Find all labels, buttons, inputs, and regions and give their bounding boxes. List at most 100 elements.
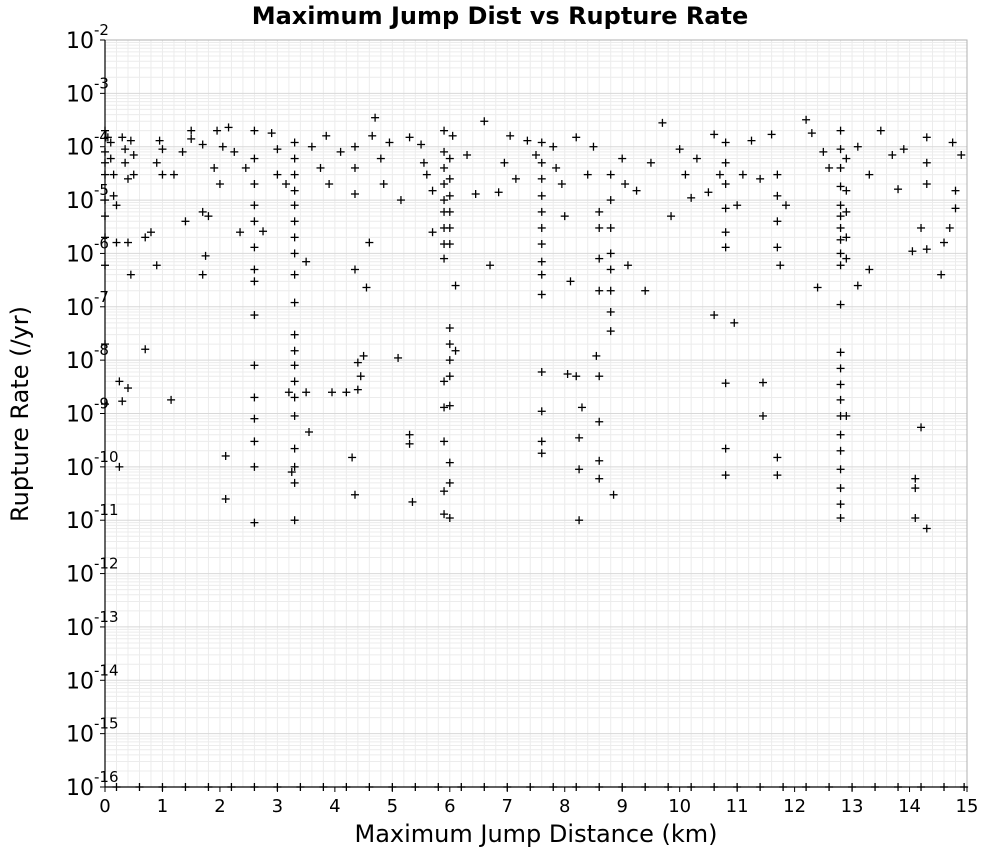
data-point: [250, 277, 259, 286]
data-point: [836, 201, 845, 210]
data-point: [350, 163, 359, 172]
data-point: [756, 174, 765, 183]
x-tick-labels: 0 1 2 3 4 5 6 7 8 9 10 11 12 13 14 15: [99, 796, 978, 817]
data-point: [336, 147, 345, 156]
y-tick-label: 10-4: [66, 128, 109, 161]
data-point: [836, 300, 845, 309]
data-point: [842, 154, 851, 163]
data-point: [715, 170, 724, 179]
data-point: [250, 518, 259, 527]
data-point: [836, 380, 845, 389]
data-point: [899, 145, 908, 154]
data-point: [290, 154, 299, 163]
data-point: [327, 388, 336, 397]
data-point: [129, 170, 138, 179]
data-point: [922, 524, 931, 533]
y-tick-label: 10-9: [66, 395, 109, 428]
data-point: [595, 223, 604, 232]
data-point: [819, 147, 828, 156]
data-point: [236, 228, 245, 237]
data-point: [842, 186, 851, 195]
data-point: [451, 281, 460, 290]
y-tick-label: 10-11: [66, 501, 119, 534]
data-point: [250, 265, 259, 274]
data-point: [158, 145, 167, 154]
data-point: [224, 123, 233, 132]
data-point: [463, 150, 472, 159]
data-point: [405, 439, 414, 448]
data-point: [836, 514, 845, 523]
x-tick-label: 1: [157, 796, 168, 817]
data-point: [250, 462, 259, 471]
data-point: [595, 254, 604, 263]
data-point: [316, 163, 325, 172]
x-tick-label: 4: [329, 796, 340, 817]
data-point: [595, 474, 604, 483]
x-tick-label: 0: [99, 796, 110, 817]
data-point: [155, 136, 164, 145]
data-point: [621, 180, 630, 189]
x-tick-label: 13: [841, 796, 864, 817]
data-point: [758, 378, 767, 387]
y-tick-label: 10-14: [66, 661, 119, 694]
data-point: [563, 369, 572, 378]
data-point: [129, 150, 138, 159]
data-point: [126, 136, 135, 145]
data-point: [121, 158, 130, 167]
data-point: [290, 346, 299, 355]
data-point: [537, 437, 546, 446]
data-point: [537, 290, 546, 299]
data-point: [445, 478, 454, 487]
data-point: [350, 142, 359, 151]
data-point: [773, 170, 782, 179]
data-point: [218, 142, 227, 151]
data-point: [606, 196, 615, 205]
data-point: [710, 311, 719, 320]
data-point: [595, 207, 604, 216]
data-point: [917, 423, 926, 432]
data-point: [342, 388, 351, 397]
data-point: [773, 191, 782, 200]
y-tick-label: 10-12: [66, 555, 119, 588]
data-point: [290, 411, 299, 420]
data-point: [825, 163, 834, 172]
data-point: [606, 223, 615, 232]
data-point: [121, 145, 130, 154]
data-point: [747, 136, 756, 145]
data-point: [767, 130, 776, 139]
data-point: [141, 233, 150, 242]
data-point: [618, 154, 627, 163]
data-point: [721, 204, 730, 213]
data-point: [210, 163, 219, 172]
data-point: [836, 249, 845, 258]
data-point: [290, 330, 299, 339]
data-point: [537, 191, 546, 200]
data-point: [445, 191, 454, 200]
data-point: [865, 265, 874, 274]
data-point: [646, 158, 655, 167]
data-point: [141, 345, 150, 354]
data-point: [123, 238, 132, 247]
data-point: [595, 372, 604, 381]
x-tick-label: 6: [444, 796, 455, 817]
data-point: [537, 449, 546, 458]
data-point: [379, 180, 388, 189]
data-point: [250, 437, 259, 446]
data-point: [583, 170, 592, 179]
data-point: [178, 147, 187, 156]
data-point: [595, 456, 604, 465]
y-tick-label: 10-13: [66, 608, 119, 641]
data-point: [537, 223, 546, 232]
data-point: [876, 126, 885, 135]
data-point: [480, 117, 489, 126]
data-point: [511, 174, 520, 183]
data-point: [106, 138, 115, 147]
x-axis-label: Maximum Jump Distance (km): [355, 820, 718, 848]
data-point: [738, 170, 747, 179]
data-point: [204, 212, 213, 221]
data-point: [290, 270, 299, 279]
data-point: [445, 356, 454, 365]
data-point: [606, 249, 615, 258]
data-point: [440, 196, 449, 205]
data-point: [658, 118, 667, 127]
